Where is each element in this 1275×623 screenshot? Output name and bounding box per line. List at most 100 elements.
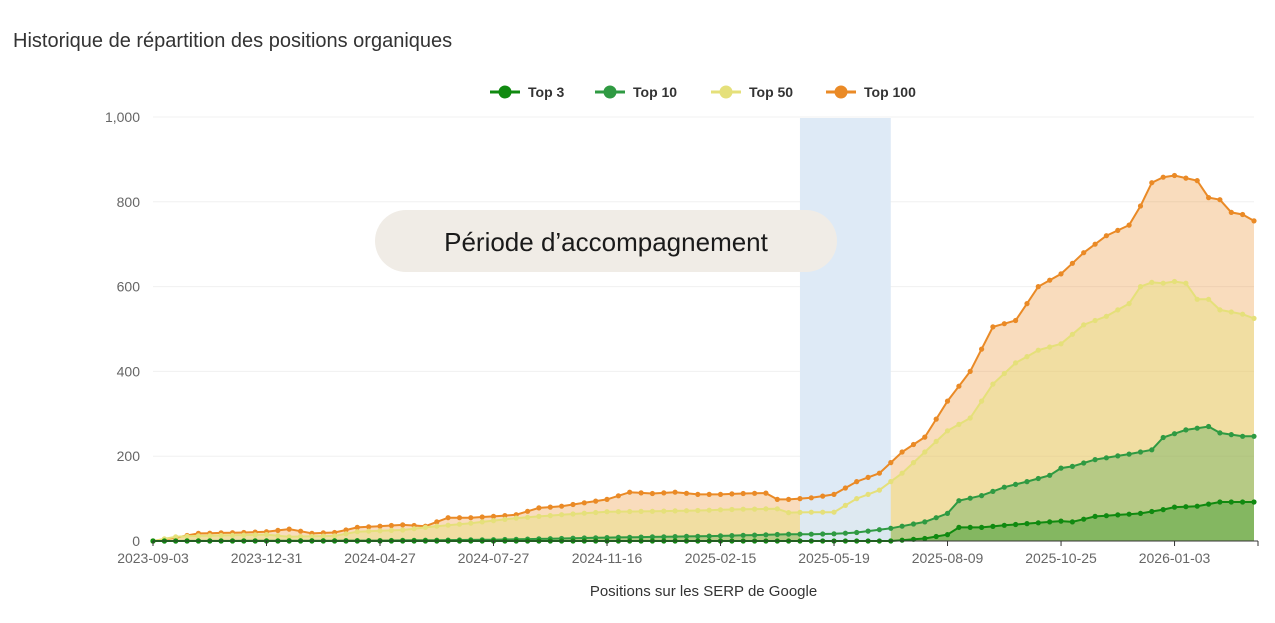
point-top10 [990,488,996,494]
point-top50 [876,487,883,493]
point-top50 [1013,360,1019,366]
point-top50 [638,508,644,514]
point-top50 [286,534,292,540]
point-top10 [820,531,826,537]
point-top100 [706,491,712,497]
point-top10 [649,534,656,540]
point-top50 [899,470,905,476]
point-top100 [1251,218,1257,224]
point-top100 [627,489,633,495]
point-top50 [547,513,553,519]
legend-marker [834,85,848,99]
point-top100 [979,346,985,352]
x-tick-label: 2024-07-27 [458,550,530,566]
point-top50 [706,507,712,513]
point-top10 [717,533,724,539]
point-top3 [1069,519,1075,525]
point-top10 [1069,463,1075,469]
point-top100 [559,503,565,509]
legend-item-top10[interactable]: Top 10 [595,84,677,100]
point-top50 [1047,344,1053,350]
legend-item-top100[interactable]: Top 100 [826,84,916,100]
x-tick-label: 2025-10-25 [1025,550,1097,566]
point-top50 [513,515,519,521]
legend-item-top50[interactable]: Top 50 [711,84,793,100]
point-top10 [1047,472,1053,478]
point-top50 [275,533,281,539]
point-top10 [615,534,622,541]
point-top100 [298,528,304,534]
point-top50 [1251,315,1257,321]
point-top10 [899,523,905,529]
point-top100 [1069,260,1075,266]
point-top100 [354,524,360,531]
point-top3 [1047,519,1053,525]
point-top50 [967,415,973,421]
point-top3 [1240,499,1246,505]
y-tick-label: 1,000 [105,109,140,125]
point-top50 [343,531,349,537]
point-top50 [661,508,667,514]
point-top50 [559,512,565,518]
point-top100 [672,489,678,495]
point-top10 [1001,484,1007,490]
point-top100 [854,479,860,485]
point-top50 [683,508,690,514]
point-top10 [672,534,678,540]
point-top50 [740,506,746,512]
point-top100 [593,498,599,504]
y-tick-label: 0 [132,533,140,549]
point-top10 [865,528,871,534]
point-top10 [683,533,690,540]
point-top10 [797,531,803,537]
point-top3 [1024,521,1030,527]
point-top100 [661,490,667,496]
x-tick-label: 2023-12-31 [231,550,303,566]
point-top3 [899,537,905,543]
point-top50 [786,509,792,516]
point-top100 [1240,211,1246,218]
point-top10 [1206,423,1212,430]
legend-marker [498,85,512,99]
point-top50 [468,520,474,526]
point-top50 [1206,296,1212,302]
point-top50 [672,508,678,514]
point-top50 [615,509,622,515]
legend-item-top3[interactable]: Top 3 [490,84,565,100]
point-top100 [967,368,973,374]
point-top10 [1024,479,1030,485]
point-top10 [944,510,951,516]
point-top100 [1126,222,1132,228]
point-top100 [933,416,939,422]
legend-label: Top 10 [633,84,677,100]
point-top50 [1126,301,1132,307]
point-top100 [502,513,508,519]
point-top3 [1171,504,1178,510]
point-top10 [1228,432,1234,438]
point-top100 [1092,241,1098,247]
point-top100 [910,441,917,448]
point-top100 [286,526,292,532]
point-top10 [752,532,758,538]
point-top100 [763,490,769,496]
point-top100 [717,491,724,497]
point-top100 [842,485,849,491]
y-tick-label: 200 [117,448,141,464]
legend[interactable]: Top 3 Top 10 Top 50 Top 100 [490,84,916,100]
point-top50 [332,533,338,539]
point-top50 [218,532,224,539]
point-top100 [786,496,792,502]
point-top100 [1149,180,1155,186]
point-top50 [865,491,871,497]
point-top3 [1149,508,1155,515]
point-top100 [581,500,587,506]
point-top10 [661,534,667,540]
point-top100 [820,493,826,499]
point-top3 [1228,499,1234,505]
legend-label: Top 50 [749,84,793,100]
axes: 0 200 400 600 800 1,000 2023-09-03 2023-12-31 20… [105,109,1259,600]
point-top100 [1160,174,1166,180]
point-top100 [1001,321,1007,327]
point-top100 [1081,250,1087,256]
